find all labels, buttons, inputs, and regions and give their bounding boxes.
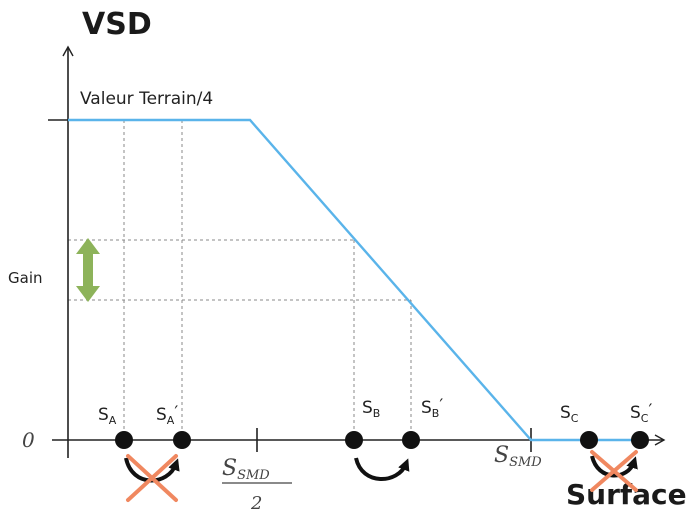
svg-text:2: 2 bbox=[250, 493, 262, 511]
label-sc-prime: SC′ bbox=[630, 401, 652, 425]
arrow-sc-to-sc-prime bbox=[590, 455, 638, 478]
label-sa: SA bbox=[98, 405, 117, 427]
label-sb-prime: SB′ bbox=[421, 396, 443, 420]
cross-icon bbox=[590, 450, 638, 492]
gain-arrow-icon bbox=[76, 238, 100, 302]
point-sa bbox=[115, 431, 133, 449]
point-sc-prime bbox=[631, 431, 649, 449]
surface-points bbox=[115, 431, 649, 449]
gain-label: Gain bbox=[8, 269, 43, 287]
arrow-sb-to-sb-prime bbox=[354, 457, 410, 481]
half-smd-label: SSMD 2 bbox=[222, 456, 292, 511]
guide-lines bbox=[68, 120, 412, 440]
label-sb: SB bbox=[362, 398, 380, 420]
point-labels: SA SA′ SB SB′ SC SC′ bbox=[98, 396, 652, 427]
smd-label: SSMD bbox=[494, 443, 542, 470]
cross-icons bbox=[126, 450, 638, 502]
svg-text:SSMD: SSMD bbox=[494, 443, 542, 470]
point-sb bbox=[345, 431, 363, 449]
svg-text:SSMD: SSMD bbox=[222, 456, 270, 483]
point-sc bbox=[580, 431, 598, 449]
label-sc: SC bbox=[560, 403, 579, 425]
label-sa-prime: SA′ bbox=[156, 403, 178, 427]
point-sb-prime bbox=[402, 431, 420, 449]
plateau-label: Valeur Terrain/4 bbox=[80, 89, 213, 109]
cross-icon bbox=[126, 454, 178, 502]
transition-arrows bbox=[124, 455, 638, 483]
y-axis-title: VSD bbox=[82, 7, 152, 42]
point-sa-prime bbox=[173, 431, 191, 449]
origin-label: 0 bbox=[22, 428, 35, 452]
